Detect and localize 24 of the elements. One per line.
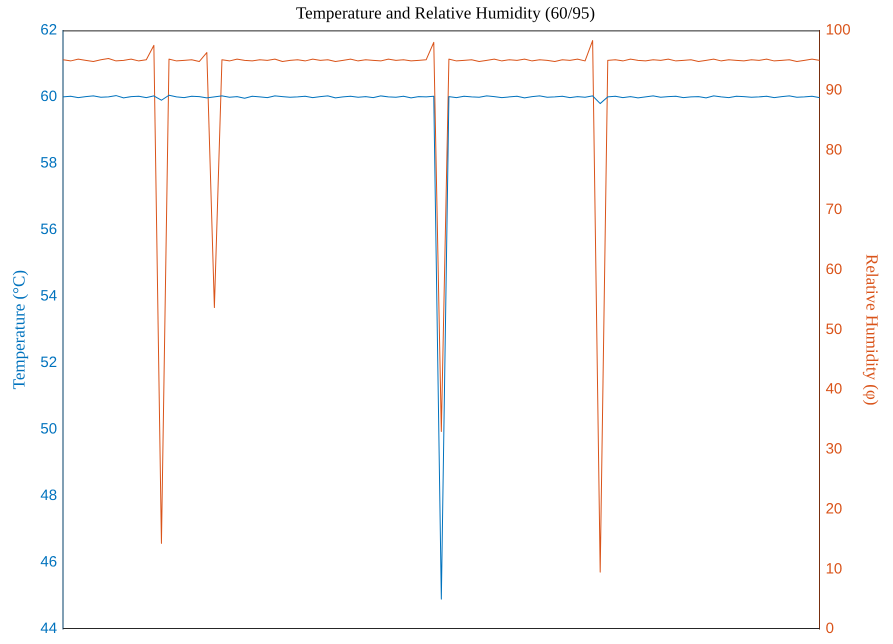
y2-tick-label: 0 <box>826 620 834 638</box>
y2-tick-label: 30 <box>826 440 842 458</box>
y2-tick-label: 80 <box>826 141 842 158</box>
y-tick-label: 58 <box>40 154 58 172</box>
y-tick-label: 52 <box>40 354 58 372</box>
y-tick-label: 56 <box>40 221 58 238</box>
y2-tick-label: 10 <box>826 560 842 578</box>
y-tick-label: 60 <box>40 88 58 106</box>
y-tick-label: 44 <box>40 620 58 638</box>
y-tick-label: 46 <box>40 554 58 571</box>
y2-tick-label: 70 <box>826 201 842 218</box>
y2-tick-label: 90 <box>826 81 842 98</box>
y2-axis-title: Relative Humidity (φ) <box>862 254 882 406</box>
y-axis-title: Temperature (°C) <box>10 270 29 390</box>
y-tick-label: 54 <box>40 288 58 305</box>
y-tick-label: 48 <box>40 487 58 504</box>
y2-tick-label: 20 <box>826 500 842 518</box>
y2-tick-label: 100 <box>826 22 851 39</box>
y-tick-label: 62 <box>40 22 58 39</box>
chart-title: Temperature and Relative Humidity (60/95) <box>296 4 596 23</box>
y-tick-label: 50 <box>40 420 58 438</box>
y2-tick-label: 40 <box>826 380 842 398</box>
y2-tick-label: 50 <box>826 320 842 338</box>
y2-tick-label: 60 <box>826 260 842 278</box>
